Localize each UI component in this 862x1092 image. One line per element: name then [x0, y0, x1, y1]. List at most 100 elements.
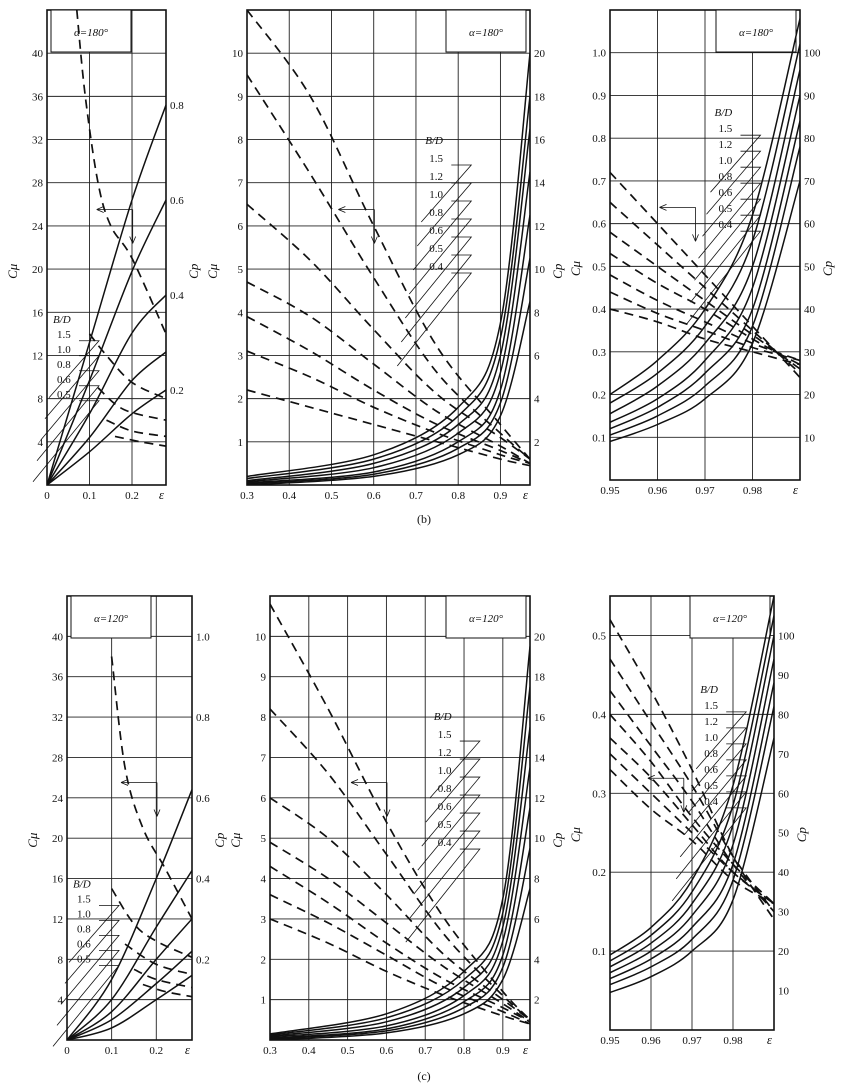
x-tick-label: 0.1	[105, 1045, 119, 1057]
bd-legend-value: 1.2	[438, 747, 452, 759]
y-left-tick-label: 12	[32, 350, 43, 362]
x-tick-label: 0.6	[380, 1045, 394, 1057]
cmu-curve-bd-1.5	[75, 10, 166, 335]
bd-leader-line	[404, 236, 473, 319]
y-left-tick-label: 0.4	[592, 304, 606, 316]
cmu-curve-bd-0.5	[610, 291, 800, 362]
bd-leader-line	[675, 791, 748, 880]
axis-arrow	[350, 779, 391, 817]
chart-panel-4: 0 0.1 0.2 ε 4 8 12 16 20 24 28 32 36 40 0.2 0.4 0.6 0.8 1.…	[25, 595, 227, 1057]
cp-curve-bd-0.8	[610, 95, 800, 423]
y-right-tick-label: 20	[804, 390, 816, 402]
series-group	[67, 656, 192, 1040]
cp-curve-bd-1.0	[610, 635, 774, 968]
bd-legend-value: 0.4	[438, 837, 452, 849]
bd-leader-line	[671, 807, 748, 902]
bd-legend-value: 1.5	[429, 153, 443, 165]
bd-leader-line	[425, 758, 481, 823]
y-right-tick-label: 10	[804, 432, 816, 444]
cmu-curve-bd-0.5	[114, 435, 166, 447]
axis-arrow	[659, 204, 699, 242]
cp-curve-bd-0.5	[67, 974, 192, 1040]
y-left-tick-label: 28	[32, 178, 44, 190]
x-axis-label: ε	[185, 1042, 191, 1057]
y-right-axis-label: Cp	[550, 263, 565, 279]
cp-curve-bd-0.5	[247, 258, 530, 485]
bd-legend: B/D 1.5 1.2 1.0 0.8 0.6 0.5 0.4	[686, 107, 762, 325]
bd-legend-title: B/D	[73, 878, 91, 890]
y-left-tick-label: 28	[52, 752, 64, 764]
y-left-tick-label: 12	[52, 914, 63, 926]
cmu-curve-bd-0.6	[106, 419, 166, 438]
y-left-tick-label: 24	[32, 221, 44, 233]
bd-leader-line	[412, 200, 473, 271]
y-right-tick-label: 30	[778, 907, 790, 919]
chart-panel-5: 0.3 0.4 0.5 0.6 0.7 0.8 0.9 ε123456789102468101…	[228, 595, 565, 1057]
bd-legend: B/D 1.5 1.0 0.8 0.6 0.5	[52, 878, 120, 1047]
y-left-axis-label: Cμ	[568, 260, 583, 276]
bd-legend-title: B/D	[53, 314, 71, 326]
x-tick-label: 0.98	[723, 1035, 743, 1047]
y-right-tick-label: 6	[534, 350, 540, 362]
x-axis-label: ε	[523, 1042, 529, 1057]
bd-leader-line	[690, 214, 762, 303]
y-right-tick-label: 18	[534, 91, 546, 103]
grid	[269, 596, 530, 1040]
bd-leader-line	[44, 355, 100, 420]
cmu-curve-bd-0.6	[247, 315, 530, 465]
cmu-curve-bd-0.5	[247, 350, 530, 465]
series-group	[270, 603, 530, 1040]
bd-legend-title: B/D	[700, 684, 718, 696]
bd-leader-line	[695, 711, 748, 770]
bd-leader-line	[691, 727, 748, 792]
bd-legend-value: 0.4	[719, 219, 733, 231]
cp-curve-bd-0.6	[610, 120, 800, 430]
y-left-tick-label: 16	[32, 307, 44, 319]
cmu-curve-bd-0.8	[97, 387, 166, 422]
series-group	[610, 18, 800, 443]
bd-legend-value: 0.6	[77, 938, 91, 950]
plot-frame	[246, 9, 531, 486]
cmu-curve-bd-1.5	[610, 619, 774, 920]
y-left-tick-label: 0.5	[592, 261, 606, 273]
y-left-axis-label: Cμ	[205, 263, 220, 279]
cp-curve-bd-1.5	[247, 53, 530, 478]
bd-legend: B/D 1.5 1.2 1.0 0.8 0.6 0.5 0.4	[396, 135, 473, 367]
y-right-tick-label: 30	[804, 347, 816, 359]
y-left-tick-label: 1.0	[592, 48, 606, 60]
y-right-tick-label: 0.6	[170, 195, 184, 207]
y-left-tick-label: 7	[261, 752, 267, 764]
bd-leader-line	[405, 848, 481, 943]
x-axis-label: ε	[793, 482, 799, 497]
y-left-tick-label: 0.6	[592, 219, 606, 231]
y-left-axis-label: Cμ	[5, 263, 20, 279]
bd-leader-line	[36, 385, 100, 462]
cp-curve-bd-1.2	[610, 44, 800, 404]
bd-legend: B/D 1.5 1.2 1.0 0.8 0.6 0.5 0.4	[405, 711, 481, 943]
bd-legend-value: 0.6	[704, 764, 718, 776]
y-left-axis-label: Cμ	[568, 827, 583, 843]
y-right-tick-label: 8	[534, 307, 540, 319]
axis-arrow	[96, 206, 137, 244]
y-right-tick-label: 10	[534, 833, 546, 845]
y-left-tick-label: 0.7	[592, 176, 606, 188]
y-left-tick-label: 3	[238, 350, 244, 362]
cmu-curve-bd-0.8	[124, 943, 192, 976]
y-left-tick-label: 16	[52, 874, 64, 886]
cmu-curve-bd-1.2	[247, 74, 530, 460]
y-right-tick-label: 2	[534, 995, 540, 1007]
bd-leader-line	[68, 904, 120, 963]
cp-curve-bd-1.0	[610, 69, 800, 415]
y-right-tick-label: 8	[534, 874, 540, 886]
cp-curve-bd-0.6	[610, 682, 774, 980]
cp-curve-bd-1.0	[247, 128, 530, 482]
cp-curve-bd-1.5	[610, 18, 800, 396]
y-right-tick-label: 80	[778, 709, 790, 721]
cmu-curve-bd-0.8	[247, 281, 530, 465]
y-right-tick-label: 14	[534, 752, 546, 764]
y-right-tick-label: 40	[778, 867, 790, 879]
x-axis-label: ε	[523, 487, 529, 502]
bd-legend-value: 1.2	[704, 716, 718, 728]
y-right-tick-label: 1.0	[196, 631, 210, 643]
